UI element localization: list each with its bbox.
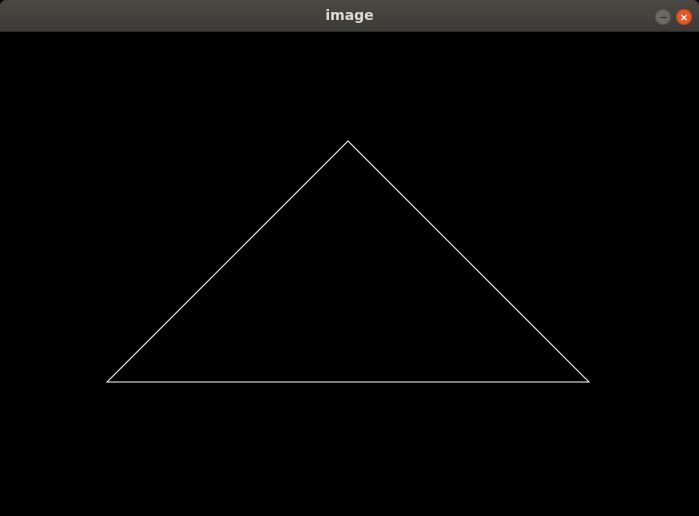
- minimize-icon: [659, 16, 667, 18]
- image-canvas: [0, 32, 699, 516]
- minimize-button[interactable]: [655, 9, 671, 25]
- close-icon: ×: [679, 10, 689, 24]
- drawing-surface: [105, 140, 591, 383]
- triangle-outline: [105, 140, 591, 383]
- window-titlebar[interactable]: image ×: [0, 0, 699, 32]
- close-button[interactable]: ×: [676, 9, 692, 25]
- window-title: image: [325, 8, 374, 24]
